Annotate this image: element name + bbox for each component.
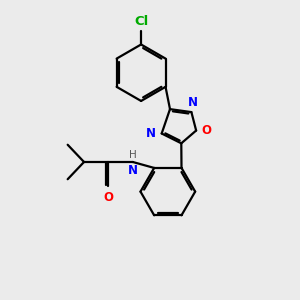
Text: H: H	[129, 150, 136, 160]
Text: N: N	[188, 95, 198, 109]
Text: Cl: Cl	[134, 15, 148, 28]
Text: N: N	[128, 164, 138, 177]
Text: O: O	[103, 190, 113, 203]
Text: N: N	[146, 127, 156, 140]
Text: O: O	[202, 124, 212, 137]
